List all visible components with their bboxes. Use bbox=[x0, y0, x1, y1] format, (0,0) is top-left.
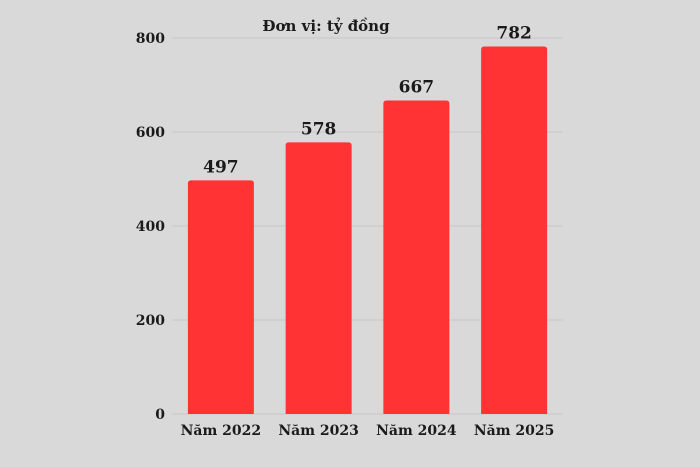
bar-năm-2023 bbox=[285, 142, 352, 414]
bar-năm-2025 bbox=[481, 46, 548, 415]
x-category-label: Năm 2022 bbox=[181, 423, 262, 439]
x-category-label: Năm 2024 bbox=[376, 423, 457, 439]
bar-value-label: 497 bbox=[203, 157, 239, 177]
x-category-label: Năm 2023 bbox=[278, 423, 359, 439]
bar-năm-2024 bbox=[383, 100, 450, 414]
x-category-label: Năm 2025 bbox=[474, 423, 555, 439]
y-tick-label: 600 bbox=[136, 125, 165, 141]
bar-value-label: 578 bbox=[301, 119, 337, 139]
chart-title: Đơn vị: tỷ đồng bbox=[262, 17, 390, 35]
bar-value-label: 782 bbox=[496, 23, 532, 43]
y-tick-label: 800 bbox=[136, 31, 165, 47]
bars bbox=[187, 46, 548, 415]
y-tick-label: 400 bbox=[136, 219, 165, 235]
y-tick-label: 0 bbox=[155, 407, 165, 423]
y-axis-ticks: 0 200 400 600 800 bbox=[136, 31, 165, 423]
value-labels: 497 578 667 782 bbox=[203, 23, 532, 177]
bar-năm-2022 bbox=[187, 180, 254, 414]
y-tick-label: 200 bbox=[136, 313, 165, 329]
x-axis-labels: Năm 2022 Năm 2023 Năm 2024 Năm 2025 bbox=[181, 423, 555, 439]
bar-value-label: 667 bbox=[399, 78, 435, 98]
